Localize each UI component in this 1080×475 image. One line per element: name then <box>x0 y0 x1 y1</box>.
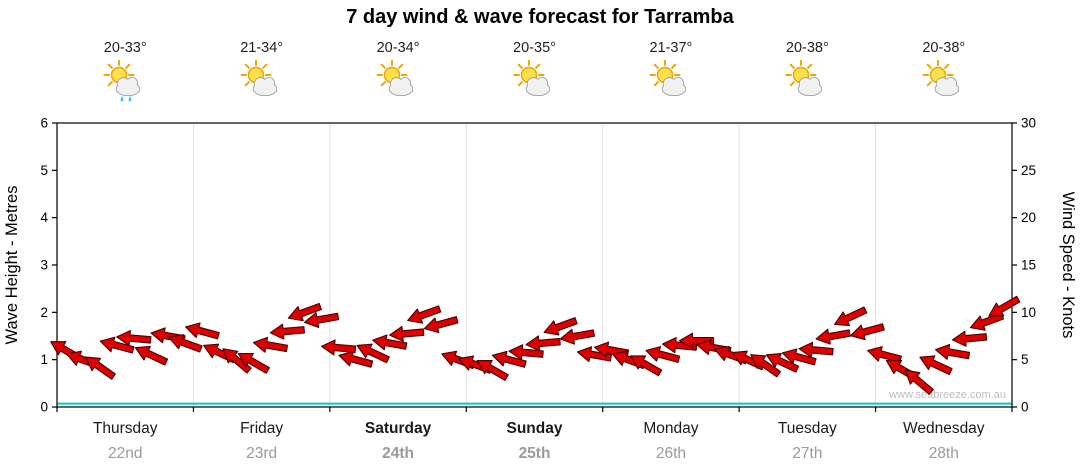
right-axis-tick-label: 0 <box>1021 400 1029 415</box>
wind-arrow-marker <box>269 323 305 340</box>
partly-cloudy-icon <box>376 59 414 97</box>
wind-arrow-marker <box>798 341 834 358</box>
day-date-label: 24th <box>382 445 414 462</box>
left-axis-tick-label: 4 <box>40 210 48 225</box>
left-axis-title: Wave Height - Metres <box>3 186 21 345</box>
day-header: 20-35° <box>490 40 580 111</box>
wind-arrow-marker <box>951 330 988 347</box>
wind-arrow-marker <box>645 346 681 363</box>
wind-arrow-marker <box>904 369 934 395</box>
wind-arrow-marker <box>99 336 135 354</box>
right-axis-tick-label: 5 <box>1021 352 1029 367</box>
wind-arrow-marker <box>935 343 971 360</box>
left-axis-tick-label: 5 <box>40 163 48 178</box>
wind-arrow-marker <box>252 336 289 353</box>
wind-arrow-marker <box>389 325 425 342</box>
day-header: 20-33° <box>80 40 170 111</box>
day-name-label: Sunday <box>507 420 563 437</box>
page-title: 7 day wind & wave forecast for Tarramba <box>346 6 734 28</box>
wind-arrow-marker <box>919 355 953 376</box>
day-header: 21-34° <box>217 40 307 111</box>
day-name-label: Tuesday <box>778 420 837 437</box>
right-axis-tick-label: 15 <box>1021 258 1036 273</box>
wind-arrow-marker <box>320 339 357 356</box>
partly-cloudy-icon <box>785 59 823 97</box>
day-header: 21-37° <box>626 40 716 111</box>
wind-arrow-marker <box>559 328 595 345</box>
wind-arrow-marker <box>850 323 885 341</box>
partly-cloudy-icon <box>922 59 959 97</box>
wind-arrow-marker <box>116 330 152 347</box>
wind-arrow-marker <box>356 343 390 364</box>
wind-arrow-marker <box>134 345 169 366</box>
wind-arrow-marker <box>543 317 578 336</box>
day-date-label: 27th <box>792 445 822 462</box>
day-name-label: Monday <box>643 420 698 437</box>
wind-arrow-marker <box>85 356 116 380</box>
wind-arrow-marker <box>765 352 800 373</box>
wind-arrow-marker <box>304 312 340 329</box>
day-date-label: 23rd <box>246 445 277 462</box>
right-axis-tick-label: 25 <box>1021 163 1036 178</box>
partly-cloudy-icon <box>240 59 277 97</box>
day-temperature-range: 20-34° <box>376 40 420 56</box>
day-temperature-range: 20-35° <box>513 40 556 56</box>
day-header: 20-34° <box>353 40 443 111</box>
right-axis-title: Wind Speed - Knots <box>1059 192 1077 339</box>
left-axis-tick-label: 3 <box>40 258 48 273</box>
wind-arrow-marker <box>576 346 613 363</box>
wind-arrow-marker <box>423 316 459 334</box>
wind-arrow-marker <box>750 354 782 378</box>
day-header: 20-38° <box>762 40 852 111</box>
left-axis-tick-label: 1 <box>40 352 48 367</box>
wind-arrow-marker <box>525 335 561 352</box>
watermark: www.seabreeze.com.au <box>888 389 1006 401</box>
day-name-label: Wednesday <box>903 420 985 437</box>
wind-arrow-marker <box>407 305 442 324</box>
plot-border <box>56 122 1013 408</box>
day-name-label: Friday <box>240 420 283 437</box>
right-axis-tick-label: 20 <box>1021 210 1036 225</box>
wind-arrow-marker <box>815 328 851 345</box>
partly-cloudy-icon <box>513 59 550 97</box>
day-date-label: 25th <box>519 445 551 462</box>
right-axis-tick-label: 10 <box>1021 305 1036 320</box>
day-date-label: 28th <box>929 445 959 462</box>
wind-arrow-marker <box>287 302 322 322</box>
left-axis-tick-label: 6 <box>40 116 48 131</box>
wind-arrow-marker <box>168 334 203 353</box>
day-temperature-range: 21-37° <box>649 40 693 56</box>
wind-arrow-marker <box>338 350 374 368</box>
day-temperature-range: 20-38° <box>922 40 966 56</box>
wind-arrow-marker <box>867 346 902 363</box>
wind-arrow-marker <box>988 295 1021 317</box>
right-axis-tick-label: 30 <box>1021 116 1036 131</box>
day-date-label: 22nd <box>108 445 142 462</box>
wind-arrow-marker <box>781 348 817 366</box>
wind-arrow-marker <box>834 306 868 327</box>
day-temperature-range: 20-38° <box>785 40 829 56</box>
wind-arrow-marker <box>476 360 509 381</box>
day-temperature-range: 20-33° <box>103 40 147 56</box>
wind-arrow-marker <box>222 348 252 374</box>
left-axis-tick-label: 0 <box>40 400 48 415</box>
wind-arrow-marker <box>372 334 408 351</box>
day-date-label: 26th <box>656 445 686 462</box>
wind-arrow-marker <box>630 355 663 377</box>
wind-arrow-marker <box>491 350 527 368</box>
day-name-label: Thursday <box>93 420 158 437</box>
wind-arrow-marker <box>678 332 715 349</box>
partly-cloudy-rain-icon <box>103 59 141 102</box>
day-temperature-range: 21-34° <box>240 40 284 56</box>
partly-cloudy-icon <box>649 59 687 97</box>
wind-arrow-marker <box>237 352 270 374</box>
left-axis-tick-label: 2 <box>40 305 48 320</box>
wind-arrow-marker <box>185 322 220 340</box>
day-name-label: Saturday <box>365 420 432 437</box>
day-header: 20-38° <box>899 40 989 111</box>
